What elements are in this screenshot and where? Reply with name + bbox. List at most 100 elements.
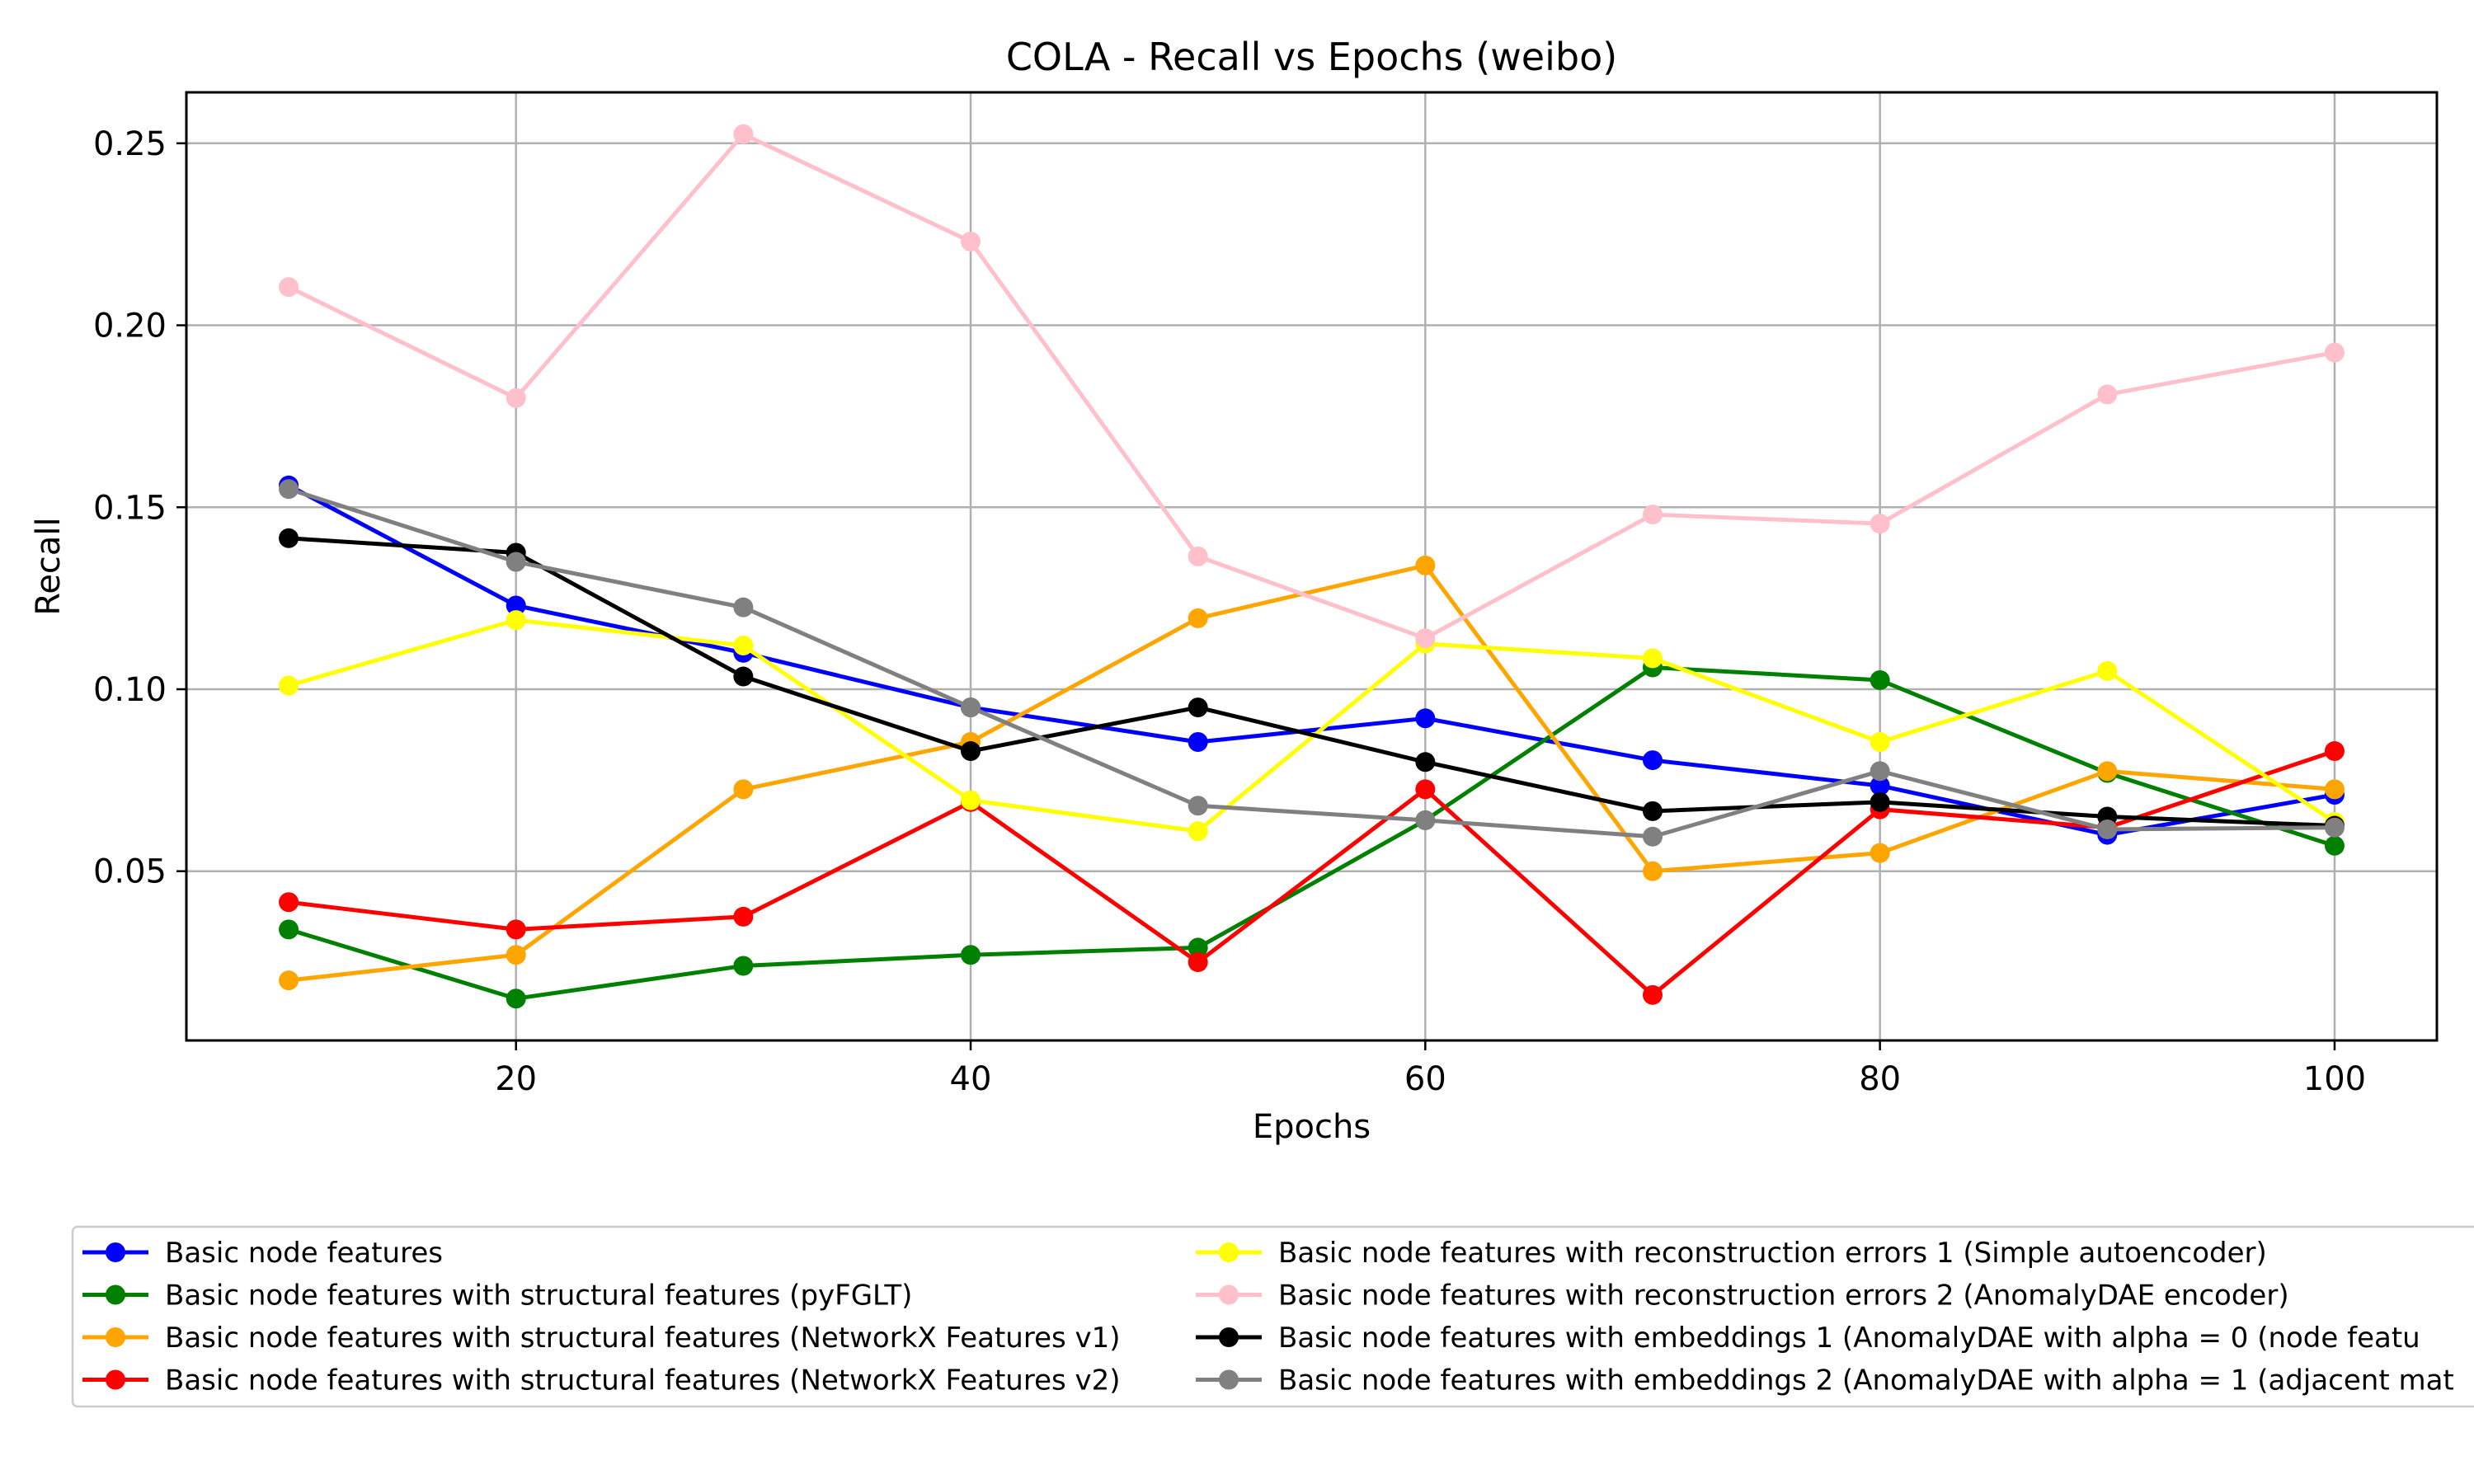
data-point bbox=[279, 479, 299, 500]
data-point bbox=[1415, 810, 1436, 830]
series-line bbox=[288, 665, 2335, 1001]
data-point bbox=[1870, 775, 1890, 796]
data-point bbox=[1188, 937, 1208, 958]
data-point bbox=[2324, 835, 2345, 856]
legend-marker bbox=[106, 1284, 125, 1305]
series-line bbox=[288, 749, 2335, 998]
data-point bbox=[2097, 660, 2118, 681]
legend-marker bbox=[1219, 1284, 1239, 1305]
data-point bbox=[506, 945, 526, 965]
plot-frame bbox=[185, 91, 2439, 1042]
data-point bbox=[1642, 826, 1663, 847]
data-point bbox=[1188, 608, 1208, 628]
series-line bbox=[287, 132, 2335, 641]
legend-label: Basic node features with structural feat… bbox=[165, 1322, 1121, 1355]
series-6 bbox=[279, 124, 2345, 649]
data-point bbox=[961, 945, 981, 965]
axis-ticks: 20 40 60 80 100 0.05 0.10 0.15 0.20 0.25 bbox=[93, 125, 2366, 1098]
legend-marker bbox=[106, 1242, 125, 1262]
x-tick-label: 60 bbox=[1404, 1060, 1446, 1098]
y-tick-label: 0.20 bbox=[93, 308, 167, 345]
data-point bbox=[506, 552, 526, 572]
data-point bbox=[1415, 779, 1436, 800]
data-point bbox=[733, 779, 754, 800]
legend-marker bbox=[106, 1327, 125, 1347]
legend-frame bbox=[71, 1225, 2474, 1408]
data-point bbox=[1188, 546, 1208, 566]
data-point bbox=[1642, 801, 1663, 821]
data-point bbox=[1870, 791, 1890, 812]
data-point bbox=[506, 989, 526, 1009]
data-point bbox=[961, 741, 981, 762]
series-8 bbox=[279, 479, 2345, 847]
y-tick-label: 0.10 bbox=[93, 671, 167, 709]
series-layer bbox=[279, 124, 2345, 1009]
data-point bbox=[733, 597, 754, 618]
data-point bbox=[1870, 843, 1890, 863]
data-point bbox=[279, 277, 299, 298]
data-point bbox=[506, 595, 526, 616]
data-point bbox=[279, 892, 299, 913]
data-point bbox=[1870, 732, 1890, 753]
legend-label: Basic node features with structural feat… bbox=[165, 1280, 912, 1313]
chart-title: COLA - Recall vs Epochs (weibo) bbox=[1006, 35, 1617, 79]
x-tick-label: 40 bbox=[950, 1060, 992, 1098]
data-point bbox=[1415, 628, 1436, 649]
legend-label: Basic node features with reconstruction … bbox=[1278, 1237, 2267, 1270]
y-axis-label: Recall bbox=[30, 517, 68, 615]
data-point bbox=[1642, 750, 1663, 771]
data-point bbox=[1415, 708, 1436, 729]
data-point bbox=[2097, 761, 2118, 782]
data-point bbox=[279, 919, 299, 940]
data-point bbox=[1870, 761, 1890, 782]
data-point bbox=[733, 956, 754, 976]
data-point bbox=[733, 906, 754, 927]
data-point bbox=[1642, 861, 1663, 881]
legend-label: Basic node features with embeddings 2 (A… bbox=[1278, 1364, 2454, 1397]
data-point bbox=[1870, 514, 1890, 534]
legend-marker bbox=[1219, 1327, 1239, 1347]
x-axis-label: Epochs bbox=[1253, 1108, 1371, 1146]
data-point bbox=[1642, 505, 1663, 525]
x-tick-label: 80 bbox=[1859, 1060, 1901, 1098]
data-point bbox=[1415, 752, 1436, 773]
series-3 bbox=[279, 555, 2345, 991]
data-point bbox=[1188, 697, 1208, 718]
legend-label: Basic node features with embeddings 1 (A… bbox=[1278, 1322, 2420, 1355]
data-point bbox=[2324, 817, 2345, 838]
data-point bbox=[961, 231, 981, 251]
data-point bbox=[506, 387, 526, 408]
series-line bbox=[288, 486, 2335, 839]
data-point bbox=[961, 697, 981, 718]
data-point bbox=[1188, 732, 1208, 753]
data-point bbox=[279, 970, 299, 991]
data-point bbox=[1415, 555, 1436, 575]
legend-label: Basic node features with structural feat… bbox=[165, 1364, 1121, 1397]
data-point bbox=[733, 636, 754, 656]
legend-label: Basic node features with reconstruction … bbox=[1278, 1280, 2289, 1313]
data-point bbox=[733, 666, 754, 687]
data-point bbox=[2097, 819, 2118, 839]
data-point bbox=[506, 919, 526, 940]
data-point bbox=[1870, 669, 1890, 690]
data-point bbox=[1188, 796, 1208, 816]
legend-marker bbox=[1219, 1242, 1239, 1262]
series-line bbox=[288, 618, 2336, 834]
data-point bbox=[279, 528, 299, 548]
legend-marker bbox=[106, 1369, 125, 1390]
data-point bbox=[506, 610, 526, 631]
x-tick-label: 100 bbox=[2303, 1060, 2366, 1098]
x-tick-label: 20 bbox=[495, 1060, 537, 1098]
data-point bbox=[1188, 952, 1208, 973]
data-point bbox=[733, 124, 754, 144]
y-tick-label: 0.05 bbox=[93, 853, 167, 891]
legend-label: Basic node features bbox=[165, 1237, 443, 1270]
series-line bbox=[288, 563, 2335, 983]
data-point bbox=[1642, 984, 1663, 1005]
data-point bbox=[2324, 741, 2345, 762]
y-tick-label: 0.25 bbox=[93, 125, 167, 163]
data-point bbox=[279, 675, 299, 696]
data-point bbox=[2324, 342, 2345, 363]
legend-marker bbox=[1219, 1369, 1239, 1390]
